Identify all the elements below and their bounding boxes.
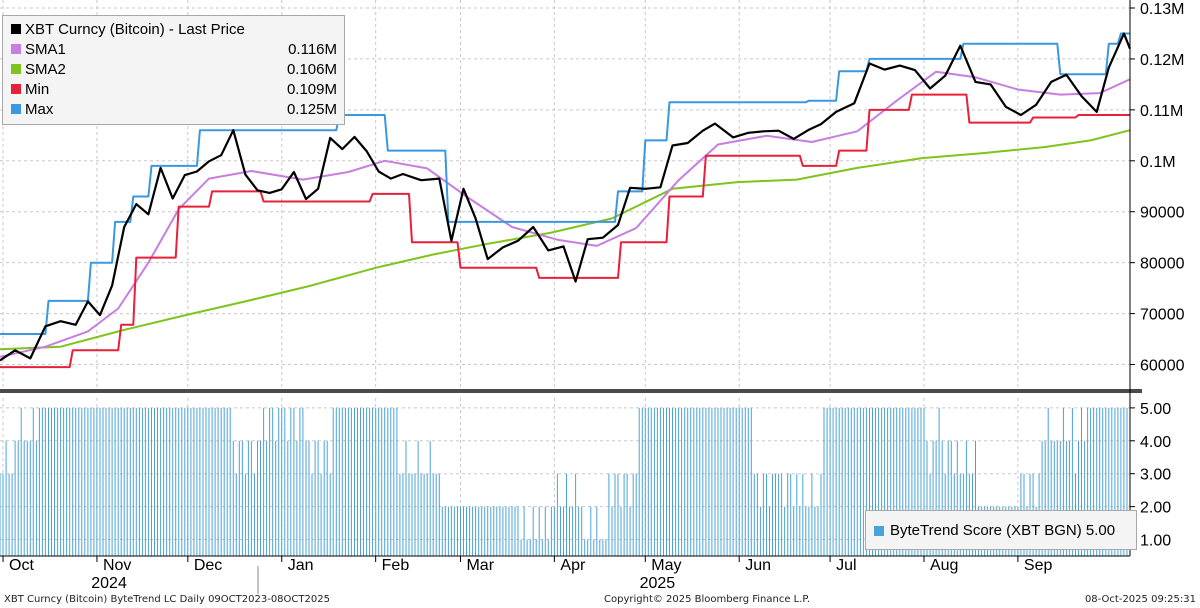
y-tick-label: 80000 bbox=[1140, 256, 1185, 273]
x-month-label: Oct bbox=[9, 557, 34, 574]
footer-right: 08-Oct-2025 09:25:31 bbox=[1084, 594, 1196, 605]
legend-label-min: Min bbox=[25, 81, 50, 98]
x-month-label: Jun bbox=[745, 557, 771, 574]
score-tick-label: 5.00 bbox=[1140, 401, 1171, 418]
legend-label-score: ByteTrend Score (XBT BGN) 5.00 bbox=[890, 522, 1116, 539]
legend-value-sma1: 0.116M bbox=[288, 41, 337, 58]
legend-value-sma2: 0.106M bbox=[286, 61, 337, 78]
legend-value-max: 0.125M bbox=[286, 101, 337, 118]
legend-row-sma2: SMA2 0.106M bbox=[11, 60, 337, 79]
x-month-label: Jan bbox=[288, 557, 314, 574]
legend-swatch-max bbox=[11, 104, 21, 114]
score-tick-label: 3.00 bbox=[1140, 467, 1171, 484]
score-bars bbox=[0, 407, 1131, 556]
y-tick-label: 0.12M bbox=[1140, 52, 1184, 69]
price-legend: XBT Curncy (Bitcoin) - Last Price SMA1 0… bbox=[2, 15, 345, 125]
score-tick-label: 4.00 bbox=[1140, 434, 1171, 451]
legend-label-sma2: SMA2 bbox=[25, 61, 66, 78]
x-month-label: Aug bbox=[930, 557, 958, 574]
sma1-line bbox=[0, 70, 1131, 358]
legend-swatch-score bbox=[874, 526, 884, 536]
price-lines bbox=[0, 32, 1132, 369]
y-tick-label: 0.13M bbox=[1140, 1, 1184, 18]
x-month-label: Jul bbox=[836, 557, 856, 574]
x-month-label: Mar bbox=[466, 557, 494, 574]
legend-row-sma1: SMA1 0.116M bbox=[11, 40, 337, 59]
x-month-label: Dec bbox=[194, 557, 222, 574]
score-tick-label: 2.00 bbox=[1140, 500, 1171, 517]
y-tick-label: 0.1M bbox=[1140, 154, 1176, 171]
price-line bbox=[0, 32, 1132, 362]
legend-label-sma1: SMA1 bbox=[25, 41, 66, 58]
legend-value-min: 0.109M bbox=[286, 81, 337, 98]
score-legend: ByteTrend Score (XBT BGN) 5.00 bbox=[865, 510, 1137, 550]
y-tick-label: 60000 bbox=[1140, 358, 1185, 375]
legend-row-price: XBT Curncy (Bitcoin) - Last Price bbox=[11, 20, 337, 39]
y-tick-label: 70000 bbox=[1140, 307, 1185, 324]
min-line bbox=[0, 93, 1130, 369]
legend-label-price: XBT Curncy (Bitcoin) - Last Price bbox=[25, 21, 245, 38]
legend-swatch-price bbox=[11, 24, 21, 34]
y-tick-label: 0.11M bbox=[1140, 103, 1183, 120]
legend-swatch-sma1 bbox=[11, 44, 21, 54]
x-month-label: May bbox=[651, 557, 681, 574]
x-month-label: Nov bbox=[103, 557, 131, 574]
legend-row-min: Min 0.109M bbox=[11, 80, 337, 99]
x-month-label: Feb bbox=[382, 557, 410, 574]
grid-lines bbox=[0, 0, 1130, 556]
x-year-label: 2025 bbox=[640, 575, 676, 592]
x-month-label: Apr bbox=[560, 557, 586, 574]
sma2-line bbox=[0, 129, 1131, 351]
legend-label-max: Max bbox=[25, 101, 54, 118]
x-month-label: Sep bbox=[1024, 557, 1053, 574]
legend-row-max: Max 0.125M bbox=[11, 100, 337, 119]
x-year-label: 2024 bbox=[91, 575, 127, 592]
footer-left: XBT Curncy (Bitcoin) ByteTrend LC Daily … bbox=[4, 594, 330, 605]
y-tick-label: 90000 bbox=[1140, 205, 1185, 222]
footer-center: Copyright© 2025 Bloomberg Finance L.P. bbox=[604, 594, 811, 605]
legend-swatch-min bbox=[11, 84, 21, 94]
axes: 60000 70000 80000 90000 0.1M 0.11M 0.12M 0.13M 1… bbox=[0, 0, 1185, 594]
score-tick-label: 1.00 bbox=[1140, 533, 1171, 550]
legend-swatch-sma2 bbox=[11, 64, 21, 74]
